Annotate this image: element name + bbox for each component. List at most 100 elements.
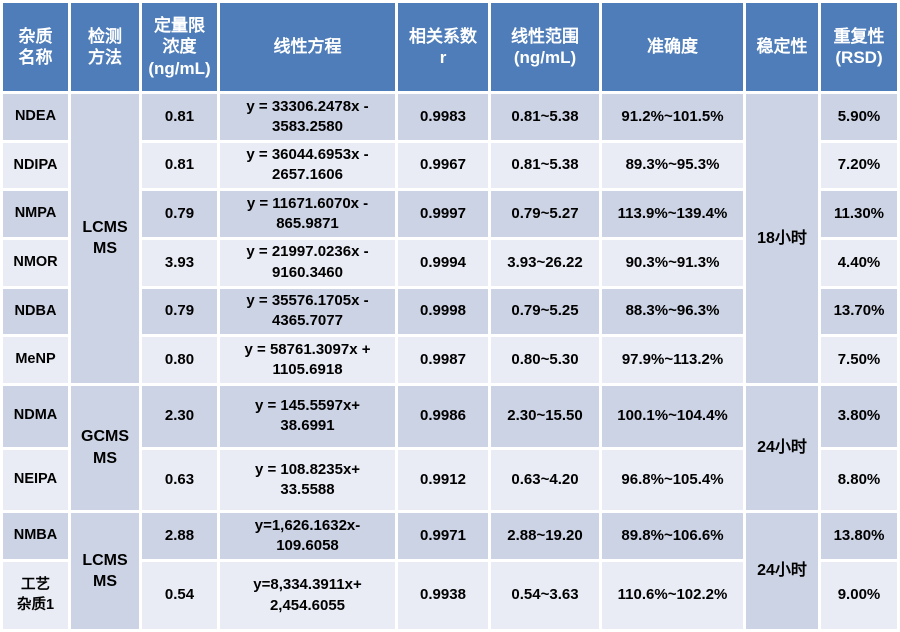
- accuracy-cell: 110.6%~102.2%: [602, 562, 743, 629]
- table-row-nmba: NMBA LCMS MS 2.88 y=1,626.1632x- 109.605…: [3, 513, 897, 629]
- correlation-cell: 0.9986: [398, 385, 488, 447]
- rsd-cell: 7.50%: [821, 337, 897, 383]
- rsd-cell: 11.30%: [821, 191, 897, 237]
- table-row-ndipa: NDIPA 0.81 y = 36044.6953x - 2657.1606 0…: [3, 142, 897, 189]
- accuracy-cell: 90.3%~91.3%: [602, 239, 743, 286]
- stability-cell-24h-2: 24小时: [746, 513, 818, 629]
- accuracy-cell: 96.8%~105.4%: [602, 449, 743, 511]
- accuracy-cell: 97.9%~113.2%: [602, 337, 743, 383]
- impurity-name-cell: 工艺 杂质1: [3, 562, 68, 629]
- table-row-neipa: NEIPA 0.63 y = 108.8235x+ 33.5588 0.9912…: [3, 449, 897, 511]
- loq-cell: 2.30: [142, 385, 217, 447]
- stability-cell-18h: 18小时: [746, 94, 818, 383]
- linear-equation-cell: y = 33306.2478x - 3583.2580: [220, 94, 395, 140]
- header-repeatability-rsd: 重复性 (RSD): [821, 3, 897, 91]
- loq-cell: 0.79: [142, 191, 217, 237]
- loq-cell: 0.54: [142, 562, 217, 629]
- loq-cell: 3.93: [142, 239, 217, 286]
- table-row-ndba: NDBA 0.79 y = 35576.1705x - 4365.7077 0.…: [3, 288, 897, 335]
- method-cell-lcmsms-2: LCMS MS: [71, 513, 139, 629]
- correlation-cell: 0.9997: [398, 191, 488, 237]
- linear-range-cell: 0.54~3.63: [491, 562, 599, 629]
- table-row-ndea: NDEA LCMS MS 0.81 y = 33306.2478x - 3583…: [3, 94, 897, 383]
- impurity-name-cell: NDIPA: [3, 142, 68, 189]
- table-row-menp: MeNP 0.80 y = 58761.3097x + 1105.6918 0.…: [3, 337, 897, 383]
- rsd-cell: 9.00%: [821, 562, 897, 629]
- table-row-nmpa: NMPA 0.79 y = 11671.6070x - 865.9871 0.9…: [3, 191, 897, 237]
- correlation-cell: 0.9938: [398, 562, 488, 629]
- linear-equation-cell: y = 11671.6070x - 865.9871: [220, 191, 395, 237]
- correlation-cell: 0.9987: [398, 337, 488, 383]
- header-correlation-coefficient: 相关系数 r: [398, 3, 488, 91]
- header-linear-equation: 线性方程: [220, 3, 395, 91]
- rsd-cell: 7.20%: [821, 142, 897, 189]
- linear-equation-cell: y = 145.5597x+ 38.6991: [220, 385, 395, 447]
- loq-cell: 2.88: [142, 513, 217, 560]
- linear-equation-cell: y=8,334.3911x+ 2,454.6055: [220, 562, 395, 629]
- correlation-cell: 0.9971: [398, 513, 488, 560]
- impurity-name-cell: NDBA: [3, 288, 68, 335]
- header-row: 杂质 名称 检测 方法 定量限 浓度 (ng/mL) 线性方程 相关系数 r 线…: [3, 3, 897, 91]
- header-loq-concentration: 定量限 浓度 (ng/mL): [142, 3, 217, 91]
- accuracy-cell: 113.9%~139.4%: [602, 191, 743, 237]
- rsd-cell: 8.80%: [821, 449, 897, 511]
- linear-equation-cell: y = 21997.0236x - 9160.3460: [220, 239, 395, 286]
- loq-cell: 0.80: [142, 337, 217, 383]
- correlation-cell: 0.9998: [398, 288, 488, 335]
- table-row-ndma: NDMA GCMS MS 2.30 y = 145.5597x+ 38.6991…: [3, 385, 897, 511]
- header-linear-range: 线性范围 (ng/mL): [491, 3, 599, 91]
- header-impurity-name: 杂质 名称: [3, 3, 68, 91]
- loq-cell: 0.63: [142, 449, 217, 511]
- header-detection-method: 检测 方法: [71, 3, 139, 91]
- impurity-name-cell: NDEA: [3, 94, 68, 140]
- linear-equation-cell: y = 36044.6953x - 2657.1606: [220, 142, 395, 189]
- linear-range-cell: 3.93~26.22: [491, 239, 599, 286]
- method-cell-lcmsms-1: LCMS MS: [71, 94, 139, 383]
- linear-range-cell: 0.80~5.30: [491, 337, 599, 383]
- table-row-process-impurity-1: 工艺 杂质1 0.54 y=8,334.3911x+ 2,454.6055 0.…: [3, 562, 897, 629]
- table-body: NDEA LCMS MS 0.81 y = 33306.2478x - 3583…: [3, 94, 897, 629]
- linear-equation-cell: y = 35576.1705x - 4365.7077: [220, 288, 395, 335]
- table-header: 杂质 名称 检测 方法 定量限 浓度 (ng/mL) 线性方程 相关系数 r 线…: [3, 3, 897, 91]
- linear-range-cell: 2.88~19.20: [491, 513, 599, 560]
- impurity-name-cell: NMBA: [3, 513, 68, 560]
- loq-cell: 0.79: [142, 288, 217, 335]
- rsd-cell: 13.80%: [821, 513, 897, 560]
- linear-range-cell: 0.79~5.25: [491, 288, 599, 335]
- accuracy-cell: 91.2%~101.5%: [602, 94, 743, 140]
- impurity-name-cell: NEIPA: [3, 449, 68, 511]
- linear-range-cell: 0.81~5.38: [491, 142, 599, 189]
- linear-range-cell: 0.63~4.20: [491, 449, 599, 511]
- linear-equation-cell: y = 58761.3097x + 1105.6918: [220, 337, 395, 383]
- correlation-cell: 0.9983: [398, 94, 488, 140]
- rsd-cell: 5.90%: [821, 94, 897, 140]
- accuracy-cell: 100.1%~104.4%: [602, 385, 743, 447]
- linear-range-cell: 2.30~15.50: [491, 385, 599, 447]
- linear-equation-cell: y=1,626.1632x- 109.6058: [220, 513, 395, 560]
- impurity-name-cell: MeNP: [3, 337, 68, 383]
- accuracy-cell: 88.3%~96.3%: [602, 288, 743, 335]
- loq-cell: 0.81: [142, 94, 217, 140]
- linear-range-cell: 0.81~5.38: [491, 94, 599, 140]
- impurity-name-cell: NDMA: [3, 385, 68, 447]
- impurity-name-cell: NMOR: [3, 239, 68, 286]
- accuracy-cell: 89.3%~95.3%: [602, 142, 743, 189]
- header-stability: 稳定性: [746, 3, 818, 91]
- loq-cell: 0.81: [142, 142, 217, 189]
- correlation-cell: 0.9912: [398, 449, 488, 511]
- header-accuracy: 准确度: [602, 3, 743, 91]
- method-cell-gcmsms: GCMS MS: [71, 385, 139, 511]
- correlation-cell: 0.9994: [398, 239, 488, 286]
- impurity-name-cell: NMPA: [3, 191, 68, 237]
- correlation-cell: 0.9967: [398, 142, 488, 189]
- linear-range-cell: 0.79~5.27: [491, 191, 599, 237]
- accuracy-cell: 89.8%~106.6%: [602, 513, 743, 560]
- rsd-cell: 13.70%: [821, 288, 897, 335]
- rsd-cell: 3.80%: [821, 385, 897, 447]
- stability-cell-24h-1: 24小时: [746, 385, 818, 511]
- linear-equation-cell: y = 108.8235x+ 33.5588: [220, 449, 395, 511]
- rsd-cell: 4.40%: [821, 239, 897, 286]
- table-row-nmor: NMOR 3.93 y = 21997.0236x - 9160.3460 0.…: [3, 239, 897, 286]
